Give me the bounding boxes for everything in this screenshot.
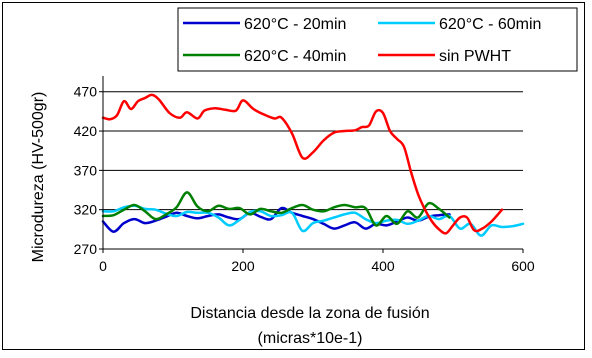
legend-label-40min: 620°C - 40min	[244, 48, 346, 65]
y-tick-labels: 270 320 370 420 470	[74, 84, 98, 257]
y-tick-label-470: 470	[74, 84, 98, 100]
plot-area	[101, 93, 525, 237]
legend-label-60min: 620°C - 60min	[439, 16, 541, 33]
y-tick-label-370: 370	[74, 162, 98, 178]
axes	[99, 76, 524, 253]
x-tick-label-400: 400	[371, 258, 395, 274]
x-axis-title-line2: (micras*10e-1)	[258, 330, 363, 347]
legend-label-sin-pwht: sin PWHT	[439, 48, 511, 65]
legend: 620°C - 20min 620°C - 60min 620°C - 40mi…	[177, 7, 578, 72]
y-tick-label-270: 270	[74, 241, 98, 257]
x-tick-label-200: 200	[231, 258, 255, 274]
x-tick-label-0: 0	[99, 258, 107, 274]
legend-box	[177, 7, 578, 72]
y-tick-label-320: 320	[74, 202, 98, 218]
x-tick-label-600: 600	[511, 258, 535, 274]
y-axis-title: Microdureza (HV-500gr)	[30, 92, 47, 263]
y-tick-label-420: 420	[74, 123, 98, 139]
x-tick-labels: 0 200 400 600	[99, 258, 535, 274]
series-line-40min	[101, 191, 451, 227]
legend-label-20min: 620°C - 20min	[244, 16, 346, 33]
x-axis-title-line1: Distancia desde la zona de fusión	[190, 305, 429, 322]
series-line-sin-pwht	[101, 93, 504, 235]
series-line-60min	[101, 204, 525, 237]
